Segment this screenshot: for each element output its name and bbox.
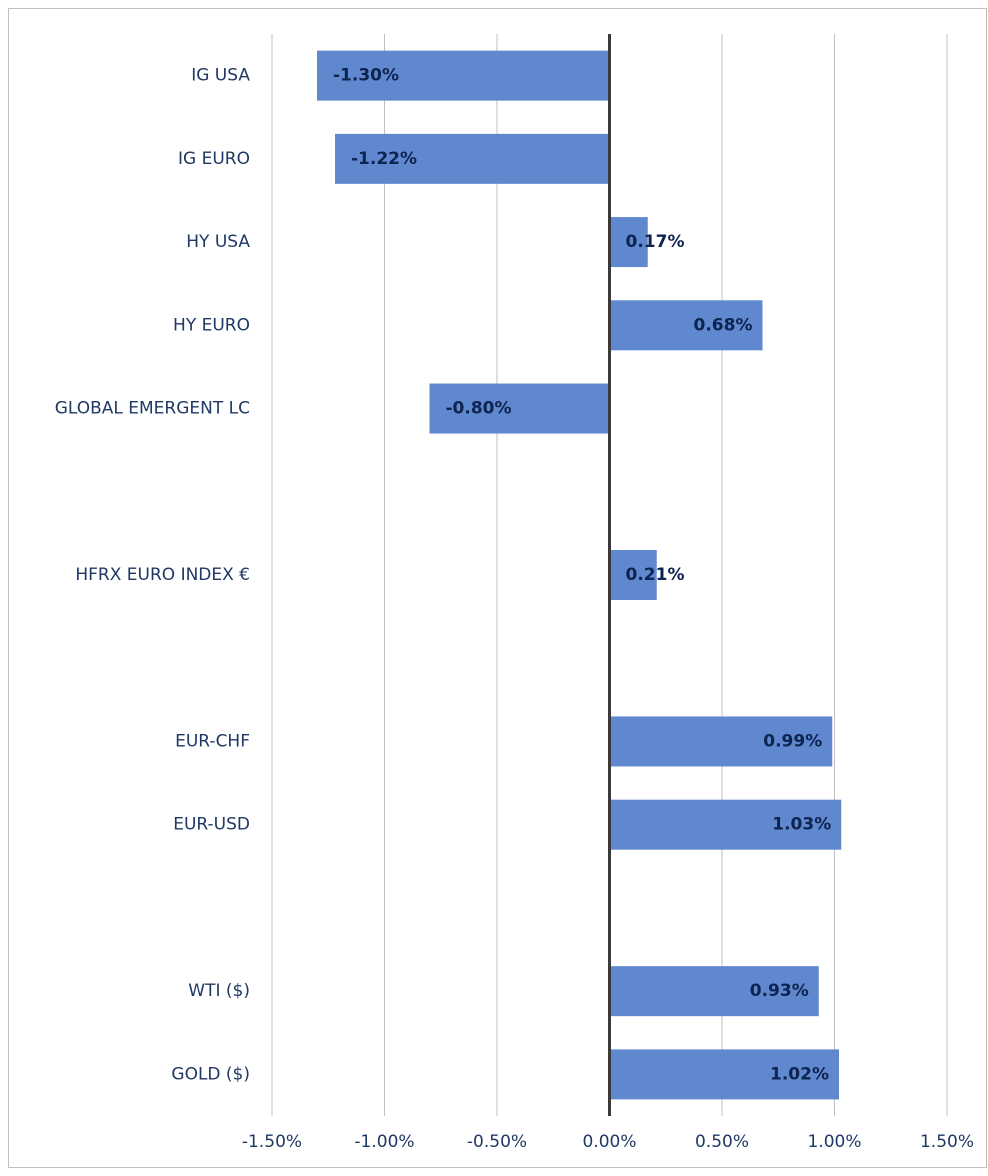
bar [429, 383, 610, 434]
value-label: -0.80% [446, 399, 512, 419]
y-tick-label: EUR-CHF [175, 731, 250, 751]
value-label: 0.68% [694, 315, 753, 335]
y-tick-label: HY EURO [173, 315, 250, 335]
bar [609, 300, 763, 351]
value-label: -1.30% [333, 66, 399, 86]
y-tick-label: HY USA [186, 232, 250, 252]
x-tick-label: 1.00% [807, 1132, 861, 1152]
x-tick-label: 0.50% [695, 1132, 749, 1152]
value-label: 1.03% [772, 815, 831, 835]
bar [609, 716, 833, 767]
x-tick-label: -0.50% [467, 1132, 527, 1152]
bar [609, 217, 648, 268]
bar [609, 1049, 839, 1100]
bar [609, 799, 842, 850]
y-tick-label: IG USA [191, 66, 250, 86]
y-tick-label: GOLD ($) [171, 1064, 250, 1084]
y-tick-label: HFRX EURO INDEX € [75, 565, 250, 585]
y-tick-label: EUR-USD [173, 815, 250, 835]
bar [609, 550, 657, 600]
x-tick-label: 0.00% [582, 1132, 636, 1152]
x-tick-label: -1.00% [354, 1132, 414, 1152]
value-label: 0.17% [626, 232, 685, 252]
y-tick-label: IG EURO [178, 149, 250, 169]
value-label: 1.02% [770, 1064, 829, 1084]
chart-border [8, 8, 987, 1168]
x-tick-label: -1.50% [242, 1132, 302, 1152]
bar [609, 966, 819, 1017]
value-label: 0.99% [763, 731, 822, 751]
x-tick-label: 1.50% [920, 1132, 974, 1152]
value-label: -1.22% [351, 149, 417, 169]
bar [317, 50, 610, 101]
y-tick-label: GLOBAL EMERGENT LC [55, 399, 250, 419]
value-label: 0.93% [750, 981, 809, 1001]
bar [335, 133, 610, 184]
y-tick-label: WTI ($) [188, 981, 250, 1001]
value-label: 0.21% [626, 565, 685, 585]
